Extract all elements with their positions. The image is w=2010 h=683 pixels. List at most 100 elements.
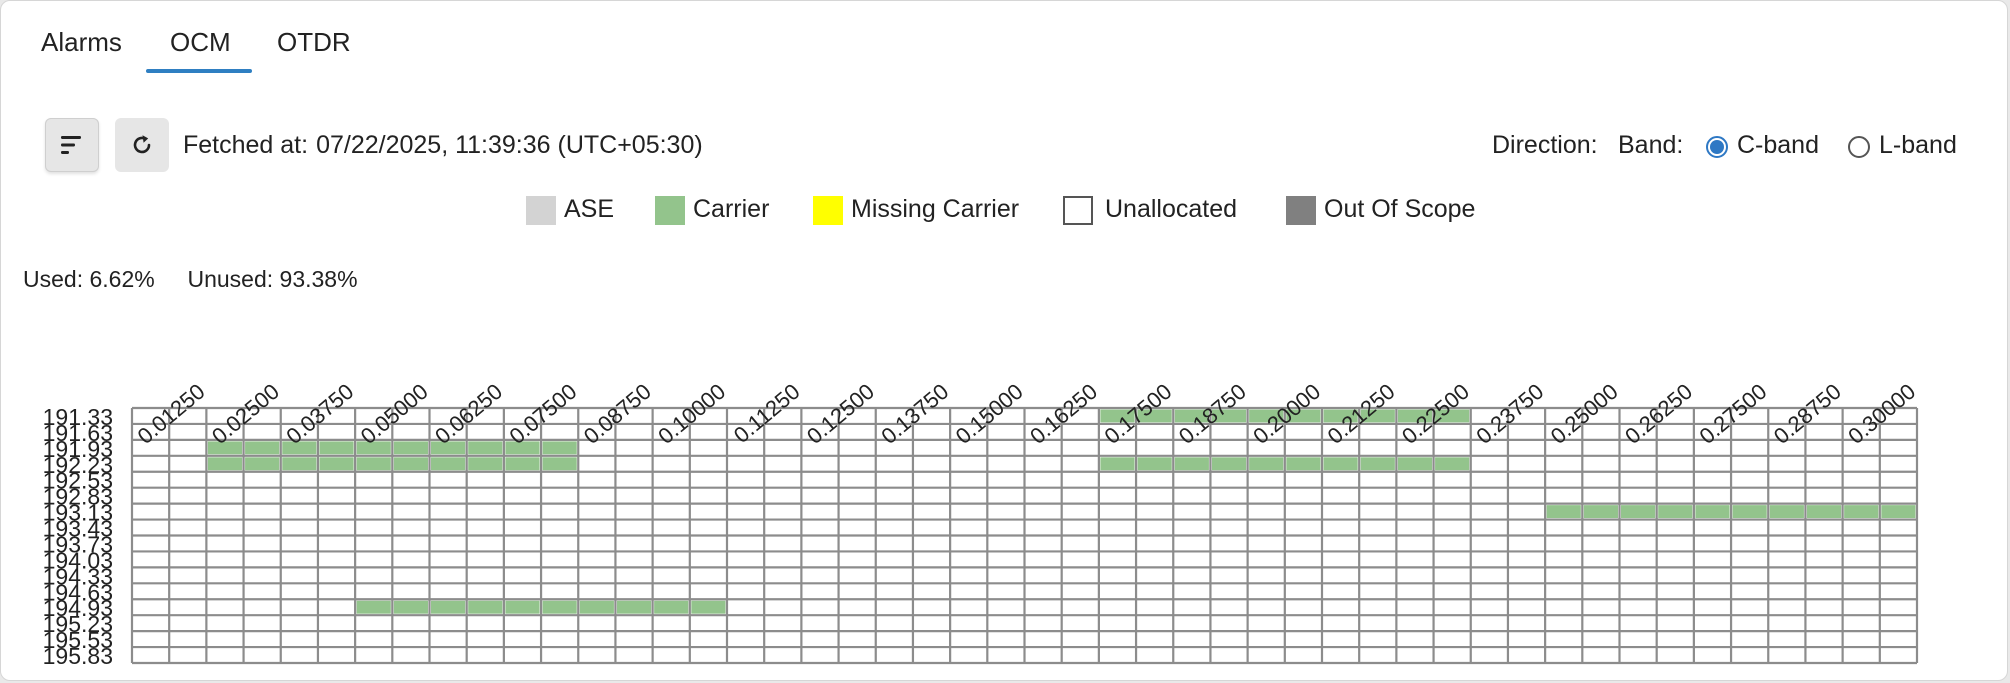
carrier-cell — [1323, 409, 1358, 423]
used-value: 6.62% — [89, 266, 155, 292]
c-band-label[interactable]: C-band — [1737, 131, 1819, 159]
usage-summary: Used: 6.62% Unused: 93.38% — [23, 266, 358, 293]
carrier-cell — [468, 600, 503, 614]
y-tick-label: 194.03 — [43, 547, 113, 573]
tab-bar: Alarms OCM OTDR — [1, 1, 601, 81]
used-label: Used: — [23, 266, 84, 292]
fetched-at-label: Fetched at: — [183, 131, 309, 159]
legend-swatch-ase — [526, 196, 556, 225]
carrier-cell — [468, 457, 503, 471]
carrier-cell — [542, 600, 577, 614]
carrier-cell — [431, 600, 466, 614]
carrier-cell — [542, 441, 577, 455]
unused-value: 93.38% — [279, 266, 358, 292]
carrier-cell — [1621, 505, 1656, 519]
y-tick-label: 194.93 — [43, 595, 113, 621]
refresh-button[interactable] — [115, 118, 169, 172]
y-tick-label: 194.33 — [43, 563, 113, 589]
legend-label-unallocated: Unallocated — [1105, 195, 1238, 223]
carrier-cell — [1211, 409, 1247, 423]
y-tick-label: 195.53 — [43, 627, 113, 653]
carrier-cell — [579, 600, 614, 614]
carrier-cell — [1286, 409, 1321, 423]
carrier-cell — [1174, 409, 1209, 423]
legend-label-ase: ASE — [564, 195, 615, 223]
carrier-cell — [1323, 457, 1358, 471]
carrier-cell — [431, 457, 466, 471]
tab-alarms[interactable]: Alarms — [41, 27, 122, 57]
y-tick-label: 192.53 — [43, 468, 113, 494]
y-tick-label: 191.33 — [43, 404, 113, 430]
y-tick-label: 193.73 — [43, 531, 113, 557]
fetched-at-text: Fetched at: 07/22/2025, 11:39:36 (UTC+05:… — [183, 131, 703, 160]
legend-swatch-unallocated — [1063, 196, 1093, 225]
legend-label-carrier: Carrier — [693, 195, 770, 223]
tab-ocm[interactable]: OCM — [170, 27, 231, 57]
carrier-cell — [1658, 505, 1693, 519]
y-tick-label: 194.63 — [43, 579, 113, 605]
carrier-cell — [1583, 505, 1618, 519]
refresh-icon — [133, 135, 151, 154]
tab-otdr[interactable]: OTDR — [277, 27, 351, 57]
sort-lines-icon — [61, 136, 81, 154]
carrier-cell — [282, 441, 317, 455]
carrier-cell — [245, 457, 280, 471]
c-band-radio[interactable] — [1706, 136, 1728, 158]
carrier-cell — [319, 441, 354, 455]
carrier-cell — [393, 441, 428, 455]
carrier-cell — [356, 600, 391, 614]
carrier-cell — [282, 457, 317, 471]
carrier-cell — [505, 600, 540, 614]
band-label: Band: — [1618, 131, 1684, 159]
carrier-cell — [1249, 457, 1284, 471]
carrier-cell — [1435, 457, 1470, 471]
carrier-cell — [1360, 409, 1395, 423]
carrier-cell — [1435, 409, 1470, 423]
carrier-cell — [1100, 457, 1135, 471]
legend-swatch-missing-carrier — [813, 196, 843, 225]
legend-swatch-out-of-scope — [1286, 196, 1316, 225]
carrier-cell — [1732, 505, 1767, 519]
carrier-cell — [616, 600, 652, 614]
legend-swatch-carrier — [655, 196, 685, 225]
carrier-cell — [505, 441, 540, 455]
carrier-cell — [1695, 505, 1730, 519]
carrier-cell — [207, 457, 243, 471]
legend-label-out-of-scope: Out Of Scope — [1324, 195, 1476, 223]
l-band-label[interactable]: L-band — [1879, 131, 1957, 159]
carrier-cell — [319, 457, 354, 471]
carrier-cell — [1249, 409, 1284, 423]
carrier-cell — [1397, 409, 1433, 423]
direction-label: Direction: — [1492, 131, 1598, 159]
carrier-cell — [393, 600, 428, 614]
y-tick-label: 192.23 — [43, 452, 113, 478]
active-tab-indicator — [146, 69, 252, 73]
fetched-at-value: 07/22/2025, 11:39:36 (UTC+05:30) — [316, 131, 703, 159]
carrier-cell — [393, 457, 428, 471]
carrier-cell — [245, 441, 280, 455]
carrier-cell — [505, 457, 540, 471]
carrier-cell — [1286, 457, 1321, 471]
carrier-cell — [1174, 457, 1209, 471]
y-tick-label: 193.13 — [43, 500, 113, 526]
carrier-cell — [1806, 505, 1842, 519]
carrier-cell — [468, 441, 503, 455]
y-tick-label: 193.43 — [43, 516, 113, 542]
y-tick-label: 191.93 — [43, 436, 113, 462]
carrier-cell — [1769, 505, 1804, 519]
unused-label: Unused: — [187, 266, 274, 292]
sort-button[interactable] — [45, 118, 99, 172]
carrier-cell — [1211, 457, 1247, 471]
carrier-cell — [356, 441, 391, 455]
l-band-radio[interactable] — [1848, 136, 1870, 158]
y-tick-label: 191.63 — [43, 420, 113, 446]
carrier-cell — [1844, 505, 1879, 519]
carrier-cell — [207, 441, 243, 455]
y-tick-label: 192.83 — [43, 484, 113, 510]
spectrum-heatmap: 191.33191.63191.93192.23192.53192.83193.… — [43, 379, 1921, 669]
carrier-cell — [1360, 457, 1395, 471]
carrier-cell — [1881, 505, 1916, 519]
carrier-cell — [356, 457, 391, 471]
legend-label-missing-carrier: Missing Carrier — [851, 195, 1020, 223]
